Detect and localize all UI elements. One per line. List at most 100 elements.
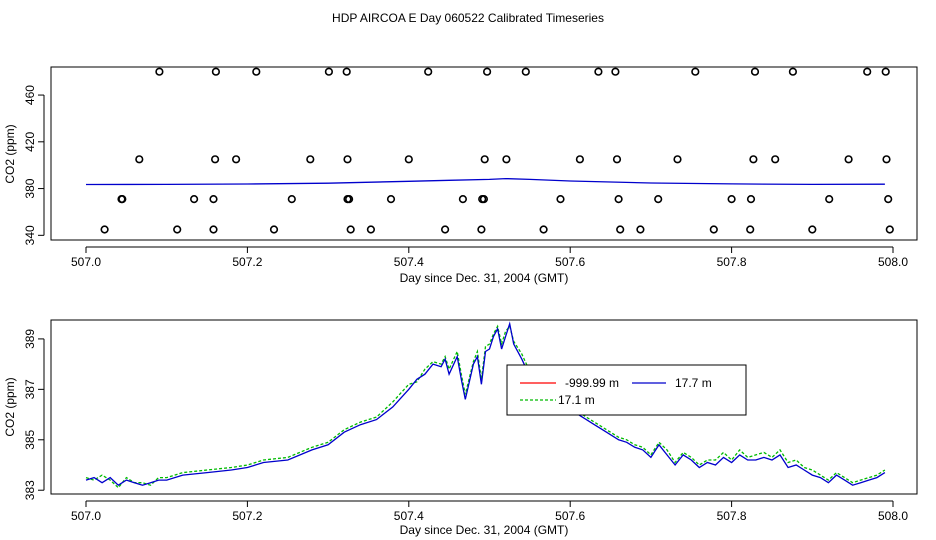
- y-tick-label: 385: [23, 429, 37, 449]
- chart-1-plot-frame: [50, 66, 918, 241]
- scatter-point: [616, 225, 625, 234]
- legend-entry-2: 17.7 m: [675, 376, 712, 390]
- y-tick-label: 340: [23, 225, 37, 245]
- chart-2-y-axis-label: CO2 (ppm): [3, 377, 17, 436]
- scatter-point: [269, 225, 279, 234]
- scatter-point: [342, 67, 351, 76]
- chart-1-series-line: [85, 177, 885, 186]
- scatter-point: [324, 67, 334, 76]
- scatter-point: [882, 155, 891, 164]
- scatter-point: [441, 225, 450, 234]
- y-tick-label: 383: [23, 480, 37, 500]
- chart-1-y-axis: 340 380 420 460: [23, 85, 45, 245]
- scatter-point: [386, 195, 396, 204]
- legend-entry-3: 17.1 m: [558, 393, 595, 407]
- chart-2-x-axis: 507.0 507.2 507.4 507.6 507.8 508.0: [71, 500, 908, 523]
- x-tick-label: 507.6: [555, 255, 585, 269]
- scatter-point: [884, 195, 893, 204]
- x-tick-label: 507.2: [232, 509, 262, 523]
- y-tick-label: 380: [23, 178, 37, 198]
- scatter-point: [881, 67, 890, 76]
- scatter-point: [100, 225, 109, 234]
- legend-entry-1: -999.99 m: [565, 376, 619, 390]
- scatter-point: [346, 225, 355, 234]
- scatter-point: [155, 67, 164, 76]
- x-tick-label: 507.8: [717, 509, 747, 523]
- x-tick-label: 507.4: [394, 509, 424, 523]
- y-tick-label: 389: [23, 329, 37, 349]
- scatter-point: [190, 195, 199, 204]
- scatter-point: [727, 195, 736, 204]
- scatter-point: [844, 155, 853, 164]
- scatter-point: [458, 195, 468, 204]
- scatter-point: [750, 67, 760, 76]
- x-tick-label: 508.0: [878, 255, 908, 269]
- chart-2-plot-frame: [50, 319, 918, 495]
- scatter-point: [808, 225, 817, 234]
- y-tick-label: 387: [23, 379, 37, 399]
- scatter-point: [885, 225, 894, 234]
- scatter-point: [521, 67, 530, 76]
- scatter-point: [611, 67, 620, 76]
- scatter-point: [539, 225, 548, 234]
- scatter-point: [287, 195, 296, 204]
- scatter-point: [556, 195, 565, 204]
- scatter-point: [746, 195, 756, 204]
- figure-title: HDP AIRCOA E Day 060522 Calibrated Times…: [332, 11, 604, 25]
- scatter-point: [654, 195, 663, 204]
- scatter-point: [863, 67, 872, 76]
- x-tick-label: 507.8: [717, 255, 747, 269]
- chart-2-x-axis-label: Day since Dec. 31, 2004 (GMT): [400, 523, 569, 537]
- scatter-point: [232, 155, 241, 164]
- chart-2: 507.0 507.2 507.4 507.6 507.8 508.0 383 385 387…: [3, 319, 918, 537]
- scatter-point: [614, 195, 623, 204]
- scatter-point: [366, 225, 376, 234]
- chart-1-y-axis-label: CO2 (ppm): [3, 124, 17, 183]
- x-tick-label: 507.0: [71, 255, 101, 269]
- chart-1-x-axis-label: Day since Dec. 31, 2004 (GMT): [400, 271, 569, 285]
- scatter-point: [477, 225, 486, 234]
- scatter-point: [709, 225, 718, 234]
- scatter-point: [345, 195, 354, 204]
- scatter-point: [211, 155, 220, 164]
- scatter-point: [575, 155, 585, 164]
- chart-1: 507.0 507.2 507.4 507.6 507.8 508.0 340 380 420…: [3, 66, 918, 285]
- x-tick-label: 508.0: [878, 509, 908, 523]
- series-line-17-1-m: [85, 324, 886, 489]
- chart-2-y-axis: 383 385 387 389: [23, 329, 45, 500]
- scatter-point: [825, 195, 834, 204]
- scatter-point: [502, 155, 511, 164]
- scatter-point: [749, 155, 758, 164]
- scatter-point: [404, 155, 413, 164]
- scatter-point: [788, 67, 798, 76]
- scatter-point: [424, 67, 433, 76]
- chart-1-x-axis: 507.0 507.2 507.4 507.6 507.8 508.0: [71, 246, 908, 269]
- chart-2-legend: -999.99 m 17.7 m 17.1 m: [506, 364, 747, 416]
- scatter-point: [483, 67, 492, 76]
- scatter-point: [691, 67, 700, 76]
- x-tick-label: 507.4: [394, 255, 424, 269]
- legend-box: [506, 364, 747, 416]
- scatter-point: [771, 155, 780, 164]
- scatter-point: [480, 155, 489, 164]
- x-tick-label: 507.0: [71, 509, 101, 523]
- scatter-point: [118, 195, 127, 204]
- y-tick-label: 460: [23, 85, 37, 105]
- chart-1-marks: [85, 67, 894, 234]
- scatter-point: [636, 225, 645, 234]
- scatter-point: [209, 195, 218, 204]
- scatter-point: [343, 155, 352, 164]
- scatter-point: [612, 155, 622, 164]
- scatter-point: [746, 225, 755, 234]
- scatter-point: [135, 155, 144, 164]
- scatter-point: [209, 225, 218, 234]
- scatter-point: [306, 155, 315, 164]
- scatter-point: [673, 155, 682, 164]
- scatter-point: [211, 67, 220, 76]
- scatter-point: [252, 67, 261, 76]
- scatter-point: [479, 195, 489, 204]
- x-tick-label: 507.6: [555, 509, 585, 523]
- scatter-point: [173, 225, 182, 234]
